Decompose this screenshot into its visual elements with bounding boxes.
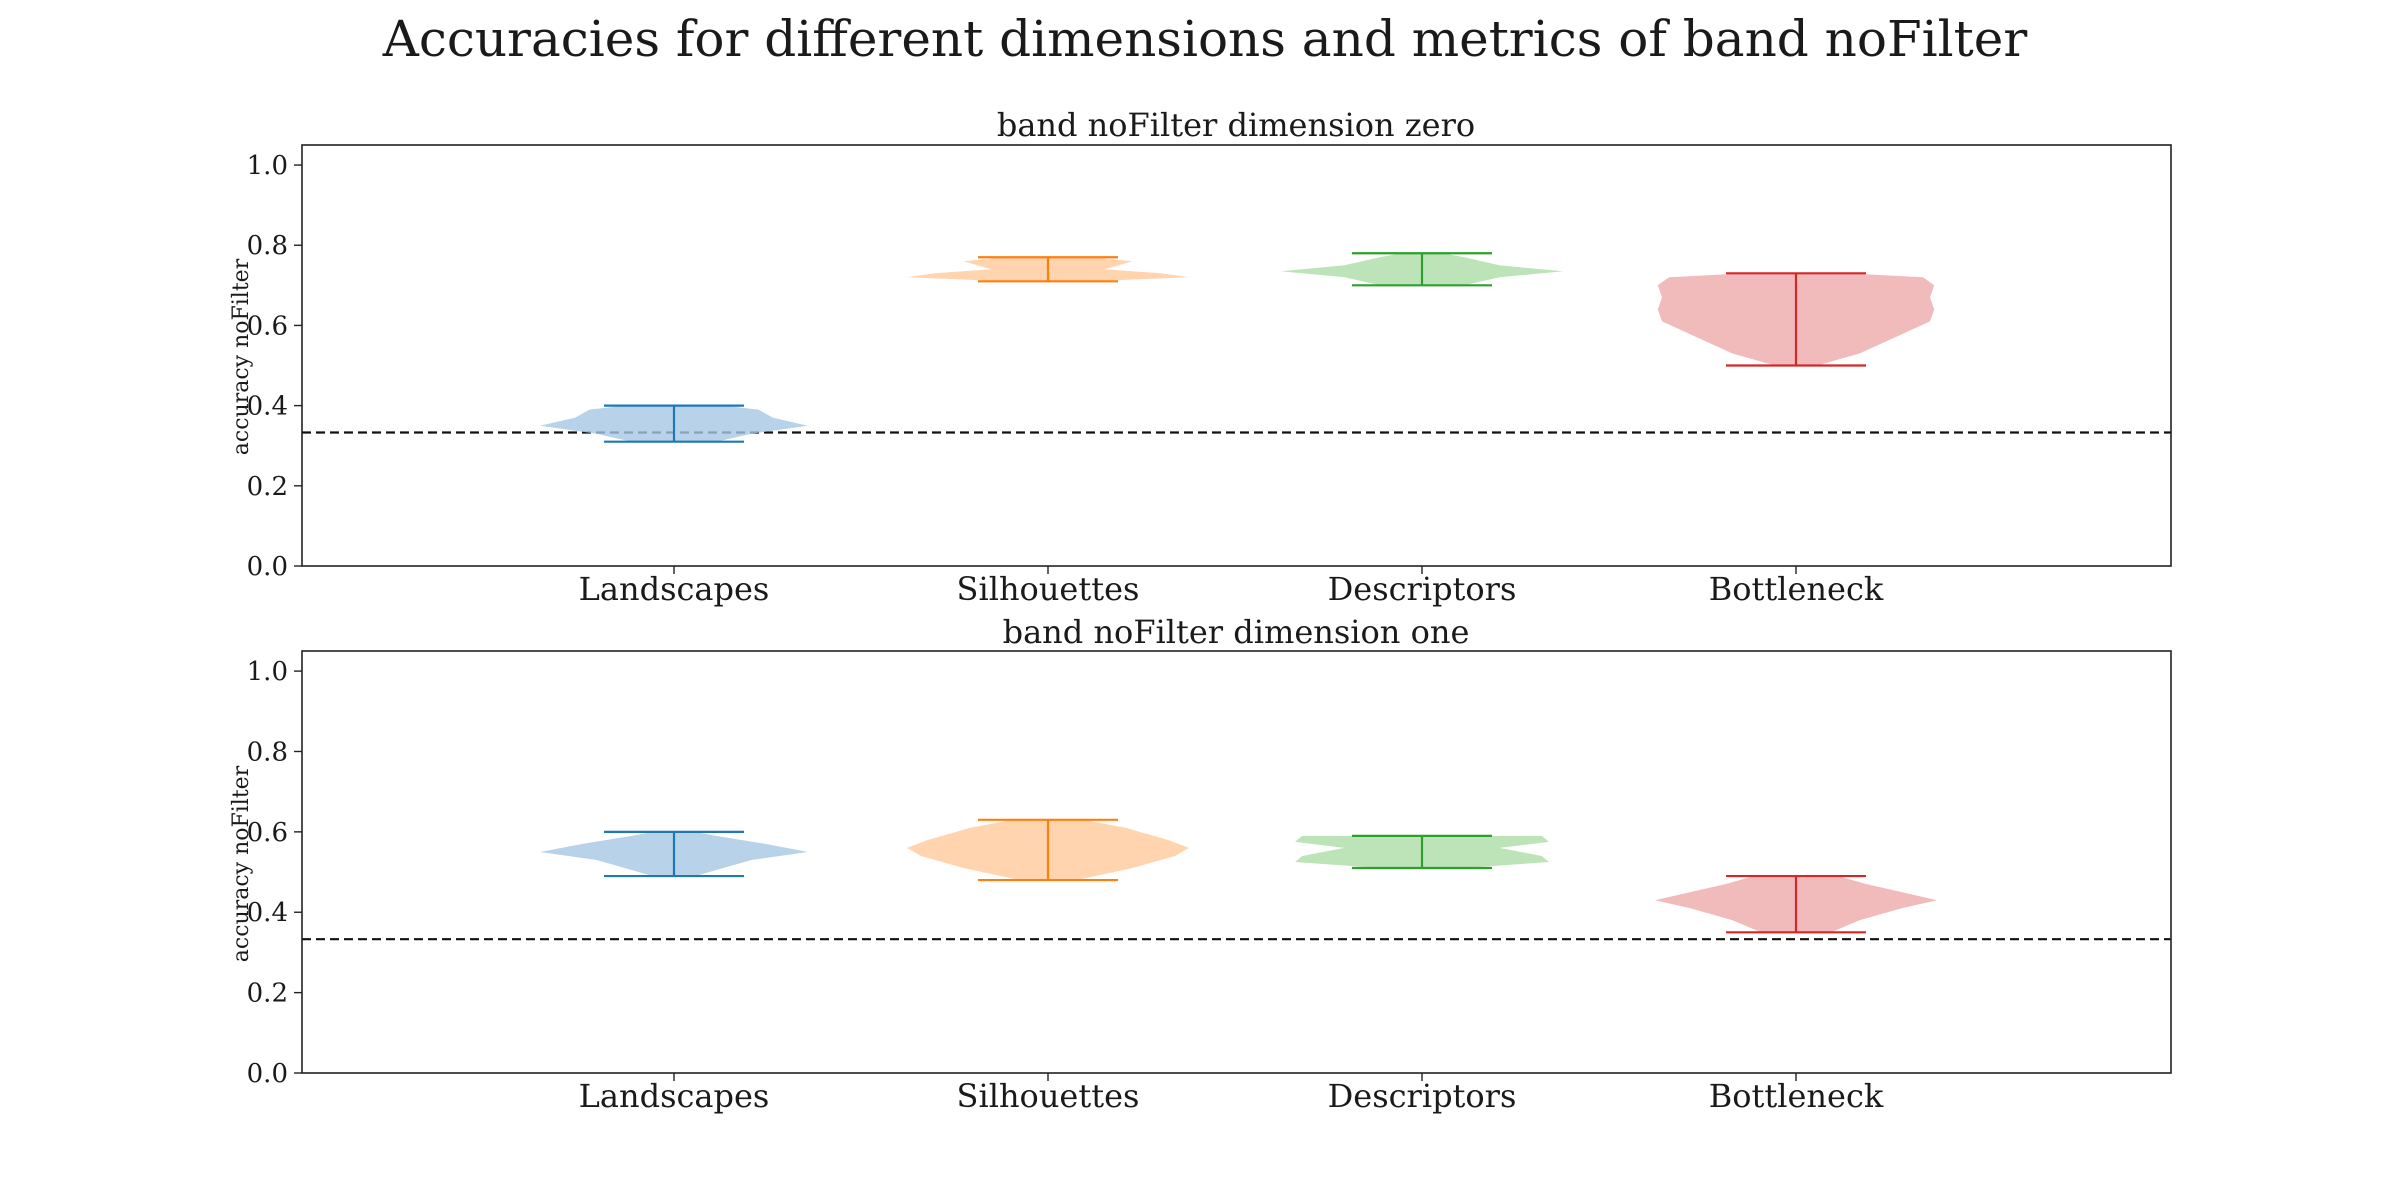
y-tick-label: 1.0	[247, 657, 288, 687]
y-tick-label: 0.6	[247, 311, 288, 341]
y-tick-label: 0.0	[247, 1059, 288, 1089]
y-tick-label: 0.4	[247, 898, 288, 928]
panel-dimension-one: band noFilter dimension one accuracy noF…	[229, 613, 2172, 1115]
y-axis-label: accuracy noFilter	[229, 765, 254, 962]
y-tick-label: 0.0	[247, 552, 288, 582]
x-tick-label: Landscapes	[579, 570, 770, 608]
x-tick-label: Silhouettes	[957, 1077, 1140, 1115]
y-tick-label: 0.8	[247, 231, 288, 261]
y-axis-label: accuracy noFilter	[229, 258, 254, 455]
y-tick-label: 0.2	[247, 979, 288, 1009]
x-ticks: Landscapes Silhouettes Descriptors Bottlene…	[579, 566, 1884, 608]
x-ticks: Landscapes Silhouettes Descriptors Bottlene…	[579, 1073, 1884, 1115]
violins	[540, 818, 1937, 934]
figure-title: Accuracies for different dimensions and …	[382, 10, 2028, 68]
x-tick-label: Bottleneck	[1709, 1077, 1884, 1115]
panel-title: band noFilter dimension zero	[997, 106, 1475, 144]
y-ticks: 0.0 0.2 0.4 0.6 0.8 1.0	[247, 657, 302, 1089]
panel-dimension-zero: band noFilter dimension zero accuracy no…	[229, 106, 2172, 608]
plot-frame	[301, 144, 2172, 567]
y-tick-label: 0.6	[247, 818, 288, 848]
x-tick-label: Silhouettes	[957, 570, 1140, 608]
panel-title: band noFilter dimension one	[1003, 613, 1470, 651]
x-tick-label: Descriptors	[1328, 1077, 1517, 1115]
x-tick-label: Descriptors	[1328, 570, 1517, 608]
x-tick-label: Bottleneck	[1709, 570, 1884, 608]
violins	[540, 252, 1935, 443]
y-tick-label: 0.8	[247, 737, 288, 767]
y-tick-label: 0.2	[247, 472, 288, 502]
y-tick-label: 0.4	[247, 392, 288, 422]
x-tick-label: Landscapes	[579, 1077, 770, 1115]
y-tick-label: 1.0	[247, 151, 288, 181]
plot-frame	[301, 650, 2172, 1074]
y-ticks: 0.0 0.2 0.4 0.6 0.8 1.0	[247, 151, 302, 582]
